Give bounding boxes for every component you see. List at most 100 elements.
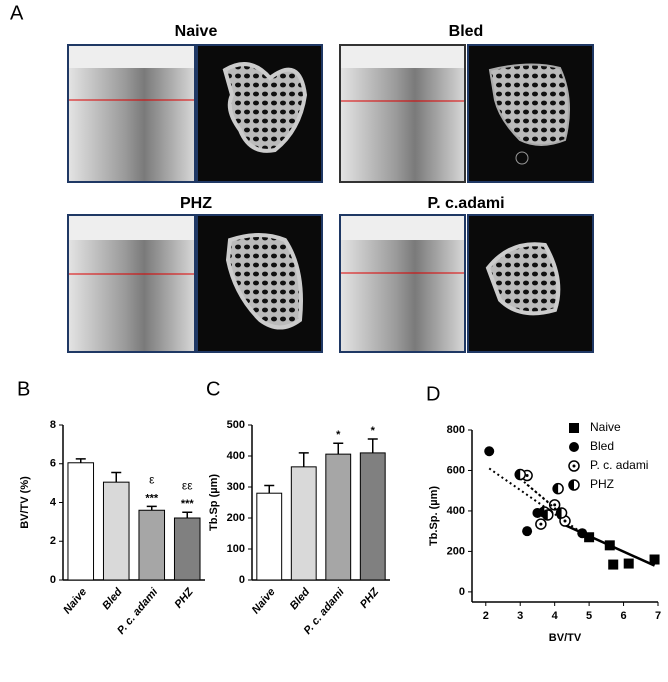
- error-bar: [146, 505, 157, 511]
- marker-part: [584, 532, 595, 543]
- error-bar: [182, 511, 193, 518]
- point: [484, 446, 495, 457]
- y-tick-label: 0: [50, 574, 56, 586]
- panel-label: C: [206, 378, 220, 400]
- point: [569, 442, 579, 452]
- marker-part: [569, 480, 574, 490]
- significance: ***: [145, 492, 159, 504]
- point: [604, 540, 615, 551]
- point: [535, 518, 547, 530]
- ct: [196, 44, 323, 183]
- marker-part: [569, 442, 579, 452]
- xray: [67, 44, 196, 183]
- point: [522, 526, 533, 537]
- marker-part: [608, 559, 619, 570]
- group-title: Bled: [449, 23, 484, 40]
- panel-label: A: [10, 2, 24, 24]
- x-tick-label: Bled: [100, 586, 125, 612]
- y-tick-label: 400: [227, 450, 245, 462]
- marker-part: [542, 509, 548, 520]
- error-bar: [111, 471, 122, 483]
- y-tick-label: 6: [50, 458, 56, 470]
- marker-part: [522, 526, 533, 537]
- point: [548, 499, 561, 511]
- marker-part: [525, 474, 529, 478]
- significance: *: [371, 425, 376, 437]
- y-tick-label: 400: [447, 505, 465, 517]
- bar: [67, 462, 95, 581]
- y-axis-label: BV/TV (%): [19, 476, 31, 529]
- point: [552, 482, 564, 495]
- y-tick-label: 200: [227, 512, 245, 524]
- y-axis-label: Tb.Sp. (µm): [428, 486, 440, 546]
- x-tick-label: PHZ: [358, 585, 382, 611]
- xray: [339, 214, 466, 353]
- symbol: ε: [149, 473, 155, 487]
- point: [568, 460, 580, 472]
- panel-label: B: [17, 378, 30, 400]
- marker-part: [569, 423, 579, 433]
- point: [577, 528, 588, 539]
- significance: *: [336, 429, 341, 441]
- point: [555, 507, 568, 519]
- fit-line: [488, 467, 583, 535]
- bar: [173, 517, 201, 581]
- x-tick-label: 4: [552, 610, 559, 622]
- marker-part: [577, 528, 588, 539]
- point: [568, 479, 580, 491]
- error-bar: [264, 484, 275, 494]
- group-title: PHZ: [180, 195, 212, 212]
- marker-part: [572, 464, 576, 468]
- marker-part: [515, 469, 521, 480]
- bar: [138, 509, 166, 581]
- marker-part: [563, 519, 567, 523]
- ct: [467, 214, 594, 353]
- marker-part: [553, 503, 557, 507]
- y-tick-label: 600: [447, 464, 465, 476]
- marker-part: [604, 540, 615, 551]
- bar: [290, 466, 317, 581]
- x-tick-label: 6: [620, 610, 626, 622]
- symbol: εε: [182, 478, 193, 492]
- bar: [359, 452, 386, 581]
- y-tick-label: 800: [447, 424, 465, 436]
- x-tick-label: 5: [586, 610, 592, 622]
- point: [569, 423, 579, 433]
- point: [584, 532, 595, 543]
- x-tick-label: PHZ: [172, 585, 196, 611]
- x-tick-label: 2: [483, 610, 489, 622]
- marker-part: [484, 446, 495, 457]
- y-tick-label: 0: [239, 574, 245, 586]
- legend-label: Bled: [590, 439, 614, 453]
- error-bar: [75, 458, 86, 463]
- point: [623, 558, 634, 569]
- x-tick-label: Naive: [250, 586, 278, 616]
- bar: [325, 453, 352, 581]
- point: [649, 554, 660, 565]
- error-bar: [298, 452, 309, 467]
- x-tick-label: 3: [517, 610, 523, 622]
- marker-part: [623, 558, 634, 569]
- marker-part: [553, 483, 559, 494]
- error-bar: [333, 442, 344, 455]
- y-tick-label: 2: [50, 535, 56, 547]
- significance: ***: [181, 498, 195, 510]
- xray: [67, 214, 196, 353]
- x-tick-label: Bled: [288, 586, 313, 612]
- legend-label: PHZ: [590, 477, 614, 491]
- image-pairs: [67, 44, 594, 353]
- xray: [339, 44, 466, 183]
- point: [542, 509, 554, 521]
- point: [608, 559, 619, 570]
- group-title: P. c.adami: [427, 195, 504, 212]
- panel-label: D: [426, 383, 440, 405]
- marker-part: [649, 554, 660, 565]
- x-tick-label: Naive: [61, 586, 89, 616]
- point: [514, 468, 526, 481]
- bar: [102, 481, 130, 581]
- legend-label: P. c. adami: [590, 458, 648, 472]
- bar: [256, 492, 283, 581]
- ct: [467, 44, 594, 183]
- x-tick-label: 7: [655, 610, 661, 622]
